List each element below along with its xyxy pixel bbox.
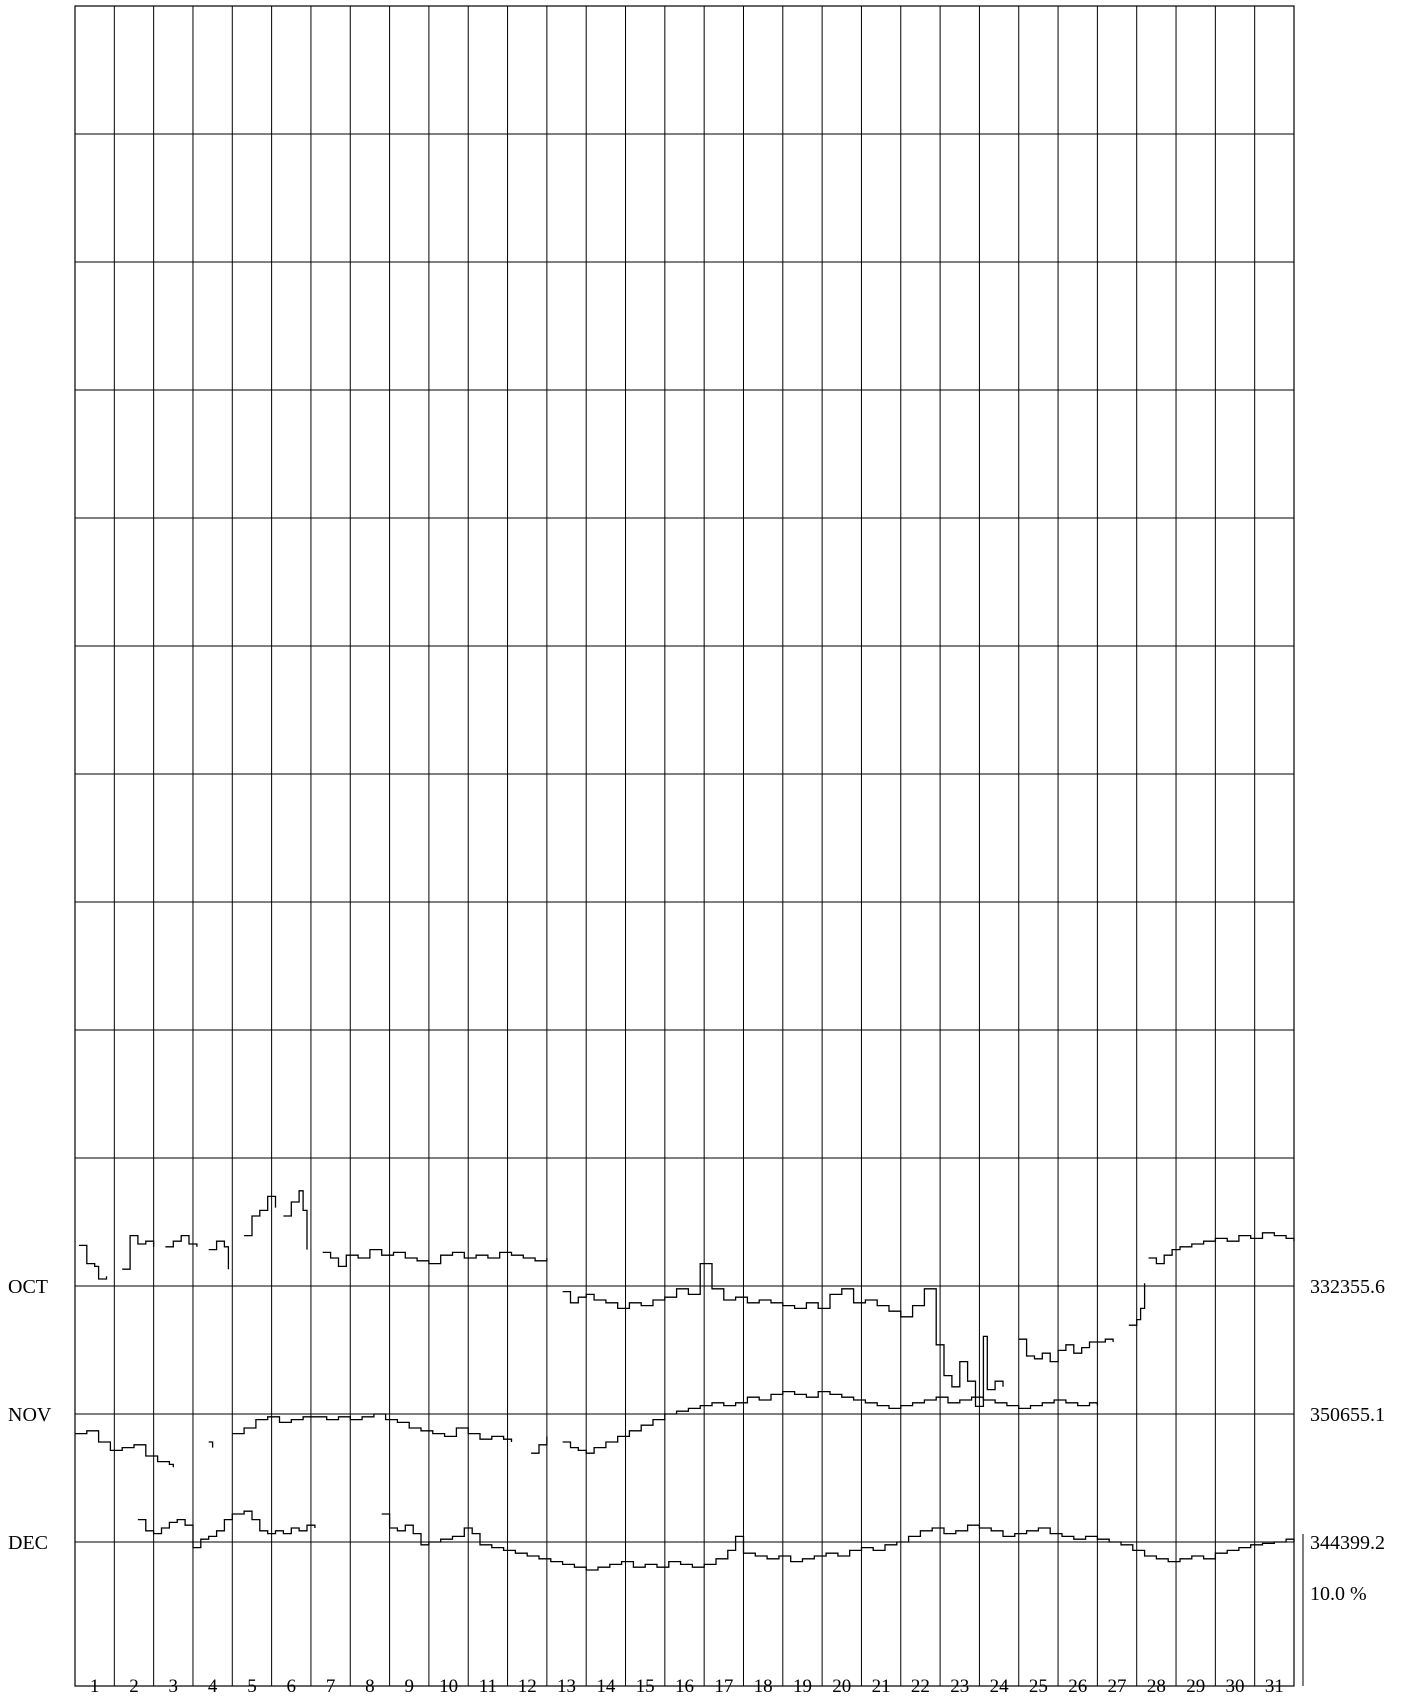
tick-label-day: 6 bbox=[287, 1676, 297, 1697]
series-line-nov bbox=[75, 1431, 173, 1467]
chart-grid bbox=[75, 6, 1294, 1686]
chart-labels: 1 2 3 4 5 6 7 8 9 10 11 12 13 14 15 16 17 18 19 20 21 22 23 24 2… bbox=[8, 1276, 1385, 1697]
series-line-oct bbox=[323, 1250, 547, 1267]
tick-label-day: 25 bbox=[1029, 1676, 1048, 1697]
series-line-nov bbox=[209, 1442, 213, 1448]
series-label-oct: OCT bbox=[8, 1276, 48, 1298]
tick-label-day: 30 bbox=[1226, 1676, 1245, 1697]
tick-label-day: 29 bbox=[1186, 1676, 1205, 1697]
series-label-dec: DEC bbox=[8, 1532, 48, 1554]
tick-label-day: 10 bbox=[439, 1676, 458, 1697]
tick-label-day: 31 bbox=[1265, 1676, 1284, 1697]
tick-label-day: 24 bbox=[990, 1676, 1010, 1697]
tick-label-day: 5 bbox=[247, 1676, 257, 1697]
scale-bar: 10.0 % bbox=[1303, 1534, 1367, 1686]
tick-label-day: 27 bbox=[1108, 1676, 1127, 1697]
series-line-oct bbox=[1019, 1339, 1113, 1361]
tick-label-day: 16 bbox=[675, 1676, 694, 1697]
tick-label-day: 26 bbox=[1068, 1676, 1087, 1697]
series-line-nov bbox=[563, 1392, 1098, 1454]
tick-label-day: 9 bbox=[404, 1676, 414, 1697]
series-line-nov bbox=[232, 1414, 511, 1442]
tick-label-day: 18 bbox=[754, 1676, 773, 1697]
tick-label-day: 11 bbox=[479, 1676, 497, 1697]
series-line-oct bbox=[79, 1245, 107, 1279]
tick-label-day: 20 bbox=[832, 1676, 851, 1697]
tick-label-day: 13 bbox=[557, 1676, 576, 1697]
tick-label-day: 15 bbox=[636, 1676, 655, 1697]
tick-label-day: 23 bbox=[950, 1676, 969, 1697]
chart-series bbox=[75, 1191, 1294, 1570]
series-line-oct bbox=[165, 1236, 197, 1247]
series-line-nov bbox=[531, 1436, 547, 1453]
tick-label-day: 17 bbox=[714, 1676, 733, 1697]
tick-label-day: 7 bbox=[326, 1676, 336, 1697]
tick-label-day: 4 bbox=[208, 1676, 218, 1697]
series-line-oct bbox=[1149, 1233, 1295, 1264]
tick-label-day: 22 bbox=[911, 1676, 930, 1697]
tick-label-day: 19 bbox=[793, 1676, 812, 1697]
series-baseline-dec: 344399.2 bbox=[1310, 1532, 1385, 1554]
tick-label-day: 1 bbox=[90, 1676, 100, 1697]
tick-label-day: 14 bbox=[596, 1676, 616, 1697]
tick-label-day: 3 bbox=[169, 1676, 179, 1697]
tick-label-day: 21 bbox=[872, 1676, 891, 1697]
series-line-oct bbox=[122, 1236, 153, 1270]
series-line-oct bbox=[209, 1241, 229, 1269]
tick-label-day: 12 bbox=[518, 1676, 537, 1697]
series-baseline-nov: 350655.1 bbox=[1310, 1404, 1385, 1426]
chart-frame bbox=[75, 6, 1294, 1686]
series-baseline-oct: 332355.6 bbox=[1310, 1276, 1385, 1298]
tick-label-day: 8 bbox=[365, 1676, 375, 1697]
tick-label-day: 2 bbox=[129, 1676, 139, 1697]
series-line-oct bbox=[283, 1191, 307, 1250]
scale-label: 10.0 % bbox=[1310, 1583, 1367, 1605]
series-label-nov: NOV bbox=[8, 1404, 52, 1426]
series-oct bbox=[79, 1191, 1294, 1407]
tick-label-day: 28 bbox=[1147, 1676, 1166, 1697]
series-line-oct bbox=[244, 1196, 275, 1235]
